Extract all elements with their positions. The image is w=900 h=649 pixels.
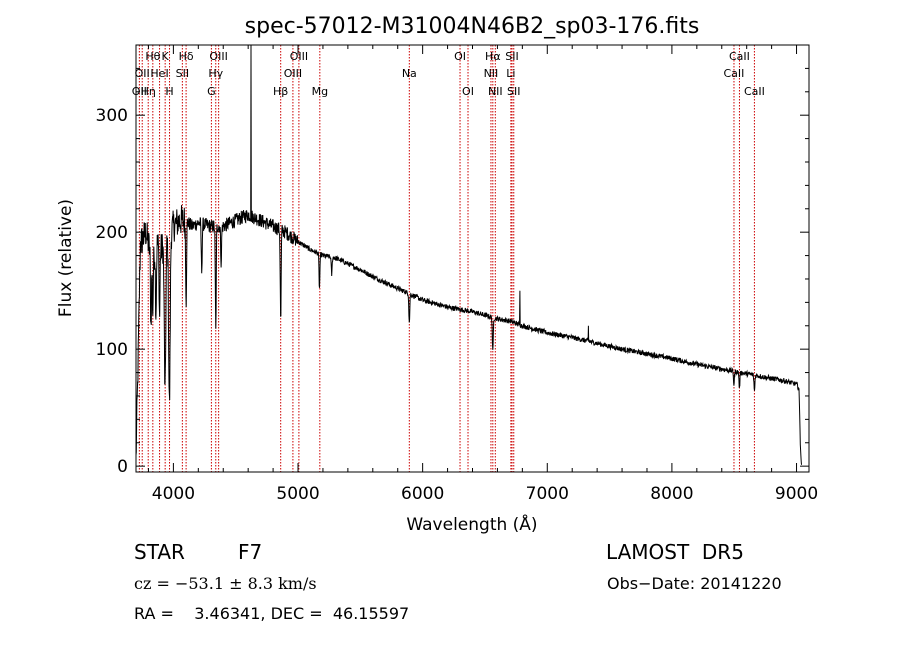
x-axis-label: Wavelength (Å)	[406, 513, 537, 535]
line-marker-label: HeI	[150, 67, 168, 80]
line-marker-label: Hθ	[145, 50, 160, 63]
line-marker-label: Hγ	[208, 67, 223, 80]
spectrum-line	[135, 44, 802, 465]
line-marker-label: OII	[135, 67, 150, 80]
line-marker-label: SII	[507, 85, 520, 98]
line-marker-label: H	[165, 85, 173, 98]
line-marker-label: SII	[505, 50, 518, 63]
x-tick-label: 8000	[650, 484, 693, 504]
line-marker-label: Hα	[485, 50, 501, 63]
line-marker-label: OIII	[209, 50, 227, 63]
line-marker-label: Na	[402, 67, 417, 80]
plot-frame	[135, 44, 810, 473]
object-class: STAR	[134, 540, 185, 564]
line-marker-label: CaII	[744, 85, 765, 98]
x-tick-label: 6000	[401, 484, 444, 504]
y-axis-ticks: 0 100 200 300	[96, 67, 809, 477]
object-subclass: F7	[238, 540, 263, 564]
line-marker-label: Hη	[141, 85, 156, 98]
line-marker-label: OI	[454, 50, 466, 63]
line-marker-label: G	[207, 85, 216, 98]
line-marker-label: SII	[176, 67, 189, 80]
y-tick-label: 100	[96, 340, 128, 360]
line-marker-label: NII	[488, 85, 503, 98]
line-marker-label: Mg	[312, 85, 328, 98]
line-marker-label: K	[162, 50, 170, 63]
observation-date: Obs−Date: 20141220	[607, 574, 782, 593]
chart-title: spec-57012-M31004N46B2_sp03-176.fits	[245, 14, 700, 39]
line-marker-label: CaII	[729, 50, 750, 63]
line-markers	[138, 45, 755, 472]
x-axis-ticks: 4000 5000 6000 7000 8000 9000	[147, 45, 818, 504]
redshift-velocity: cz = −53.1 ± 8.3 km/s	[134, 574, 317, 593]
line-marker-labels: OIIOIIHηHθHeIKHSIIHδGHγOIIIHβOIIIOIIIMgN…	[132, 50, 765, 98]
line-marker-label: CaII	[724, 67, 745, 80]
x-tick-label: 9000	[775, 484, 818, 504]
line-marker-label: OI	[462, 85, 474, 98]
y-tick-label: 0	[117, 457, 128, 477]
line-marker-label: NII	[484, 67, 499, 80]
x-tick-label: 5000	[276, 484, 319, 504]
line-marker-label: Hβ	[273, 85, 288, 98]
line-marker-label: OIII	[290, 50, 308, 63]
line-marker-label: Hδ	[179, 50, 194, 63]
coordinates: RA = 3.46341, DEC = 46.15597	[134, 604, 410, 623]
line-marker-label: Li	[506, 67, 515, 80]
survey-release: LAMOST DR5	[606, 540, 744, 564]
y-tick-label: 300	[96, 106, 128, 126]
line-marker-label: OIII	[284, 67, 302, 80]
y-axis-label: Flux (relative)	[56, 199, 76, 317]
y-tick-label: 200	[96, 223, 128, 243]
x-tick-label: 7000	[526, 484, 569, 504]
x-tick-label: 4000	[152, 484, 195, 504]
